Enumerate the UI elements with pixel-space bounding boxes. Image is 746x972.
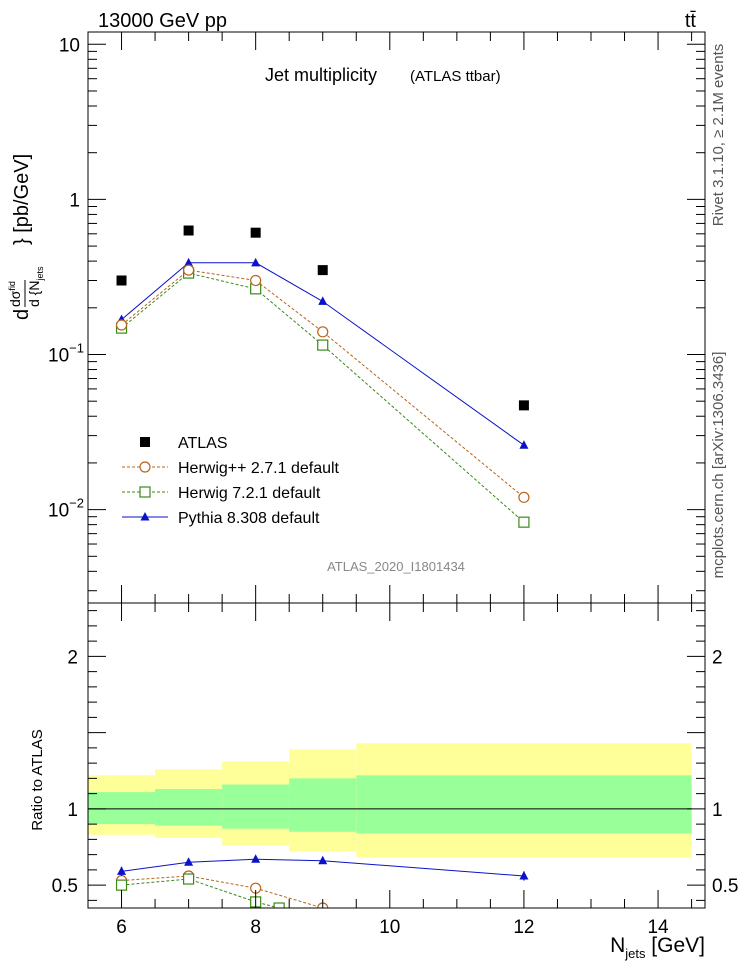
ratio-series-pythia-8-308-default (117, 854, 529, 881)
ratio-panel-frame (87, 602, 706, 909)
main-point (518, 516, 530, 528)
main-y-tick-label: 10−1 (48, 341, 84, 367)
ratio-band-green (155, 789, 223, 826)
ratio-line-herwig-2-7-1-default (121, 875, 323, 908)
main-point (317, 339, 329, 351)
x-tick-label: 10 (379, 917, 400, 938)
main-point (183, 225, 194, 236)
main-point (115, 319, 128, 331)
ratio-point (117, 866, 127, 875)
ratio-point (273, 902, 285, 908)
legend-marker (139, 461, 151, 473)
legend-marker (140, 512, 150, 521)
main-point (182, 264, 195, 276)
main-series-layer (115, 225, 530, 528)
header-energy-label: 13000 GeV pp (98, 10, 227, 32)
mcplots-label: mcplots.cern.ch [arXiv:1306.3436] (710, 352, 727, 579)
analysis-id-label: ATLAS_2020_I1801434 (327, 559, 465, 574)
svg-text:} [pb/GeV]: } [pb/GeV] (11, 154, 33, 245)
main-series-atlas (116, 225, 529, 411)
main-y-axis-label: d dσfid d {Njets } [pb/GeV] (7, 154, 45, 320)
main-line-pythia-8-308-default (121, 262, 525, 446)
x-axis-label: Njets [GeV] (610, 934, 705, 961)
main-y-tick-label: 10 (59, 35, 80, 56)
ratio-y-tick-label-right: 2 (712, 647, 723, 668)
y-label-dsigma: dσ (7, 290, 23, 307)
x-tick-label: 6 (116, 917, 127, 938)
legend-marker (140, 437, 150, 447)
ratio-y-axis-label: Ratio to ATLAS (29, 729, 46, 830)
ratio-y-tick-label: 0.5 (52, 876, 78, 897)
rivet-version-label: Rivet 3.1.10, ≥ 2.1M events (710, 44, 727, 227)
main-point (184, 257, 194, 267)
ratio-uncertainty-bands (88, 743, 692, 858)
legend-marker (139, 486, 151, 498)
ratio-y-tick-label-right: 1 (712, 800, 723, 821)
legend: ATLAS Herwig++ 2.7.1 default Herwig 7.2.1 … (122, 435, 340, 527)
svg-text:d: d (11, 309, 33, 320)
ratio-point (115, 879, 128, 891)
main-point (518, 491, 530, 503)
ratio-line-herwig-7-2-1-default (121, 878, 280, 908)
legend-label: Herwig++ 2.7.1 default (178, 460, 340, 477)
legend-label: ATLAS (178, 435, 228, 452)
ratio-point (251, 854, 261, 863)
ratio-band-green (88, 792, 156, 825)
legend-entry-herwig-7-2-1-default: Herwig 7.2.1 default (122, 485, 321, 502)
svg-text:dσfid: dσfid (7, 281, 23, 307)
y-label-fid: fid (7, 281, 17, 291)
ratio-y-tick-label: 2 (67, 647, 78, 668)
ratio-y-tick-label: 1 (67, 800, 78, 821)
header-process-label: tt̄ (685, 10, 697, 32)
main-series-herwig-2-7-1-default (115, 264, 530, 503)
main-line-herwig-2-7-1-default (121, 269, 525, 498)
ratio-band-green (356, 775, 692, 834)
y-label-unit: } [pb/GeV] (11, 154, 33, 245)
main-point (250, 274, 262, 287)
main-point (317, 265, 328, 276)
x-tick-label: 12 (513, 917, 534, 938)
ratio-point (182, 873, 195, 885)
ratio-point (519, 870, 529, 880)
legend-label: Herwig 7.2.1 default (178, 485, 321, 502)
main-series-pythia-8-308-default (117, 257, 529, 449)
main-point (318, 296, 328, 305)
main-point (251, 257, 261, 267)
ratio-series-herwig-7-2-1-default (115, 873, 285, 908)
main-chart-subtitle: (ATLAS ttbar) (410, 68, 501, 85)
x-label-jets-sub: jets (624, 946, 646, 961)
x-label-n: N (610, 934, 625, 957)
main-y-tick-label: 1 (69, 190, 80, 211)
main-point (518, 400, 529, 411)
svg-text:d {Njets: d {Njets (26, 266, 45, 307)
main-point (519, 440, 529, 449)
legend-entry-herwig-2-7-1-default: Herwig++ 2.7.1 default (122, 460, 340, 477)
main-axis-ticks: 10 1 10−1 10−2 (48, 32, 705, 603)
ratio-band-green (289, 778, 357, 832)
main-y-tick-label: 10−2 (48, 496, 84, 522)
y-label-jets-sub: jets (35, 266, 45, 282)
main-point (250, 227, 261, 238)
x-label-unit: [GeV] (645, 934, 705, 957)
ratio-point (184, 857, 194, 866)
x-tick-label: 8 (250, 917, 261, 938)
y-label-denominator: d {N (26, 281, 42, 307)
main-point (317, 326, 329, 338)
y-label-d: d (11, 309, 33, 320)
ratio-y-tick-label-right: 0.5 (712, 876, 738, 897)
ratio-band-green (222, 784, 290, 829)
legend-label: Pythia 8.308 default (178, 510, 320, 527)
legend-entry-atlas: ATLAS (140, 435, 228, 452)
ratio-point (318, 855, 328, 865)
main-point (116, 275, 127, 286)
x-tick-label: 14 (647, 917, 669, 938)
main-panel: 10 1 10−1 10−2 Jet multiplicity (ATLAS ttba… (7, 31, 706, 604)
main-chart-title: Jet multiplicity (265, 65, 377, 85)
ratio-axis-ticks: 0.5 0.51 12 26 8 10 12 14 (52, 603, 738, 938)
ratio-panel: 0.5 0.51 12 26 8 10 12 14 Ratio to ATLAS Njets … (29, 602, 738, 961)
legend-entry-pythia-8-308-default: Pythia 8.308 default (122, 510, 320, 527)
